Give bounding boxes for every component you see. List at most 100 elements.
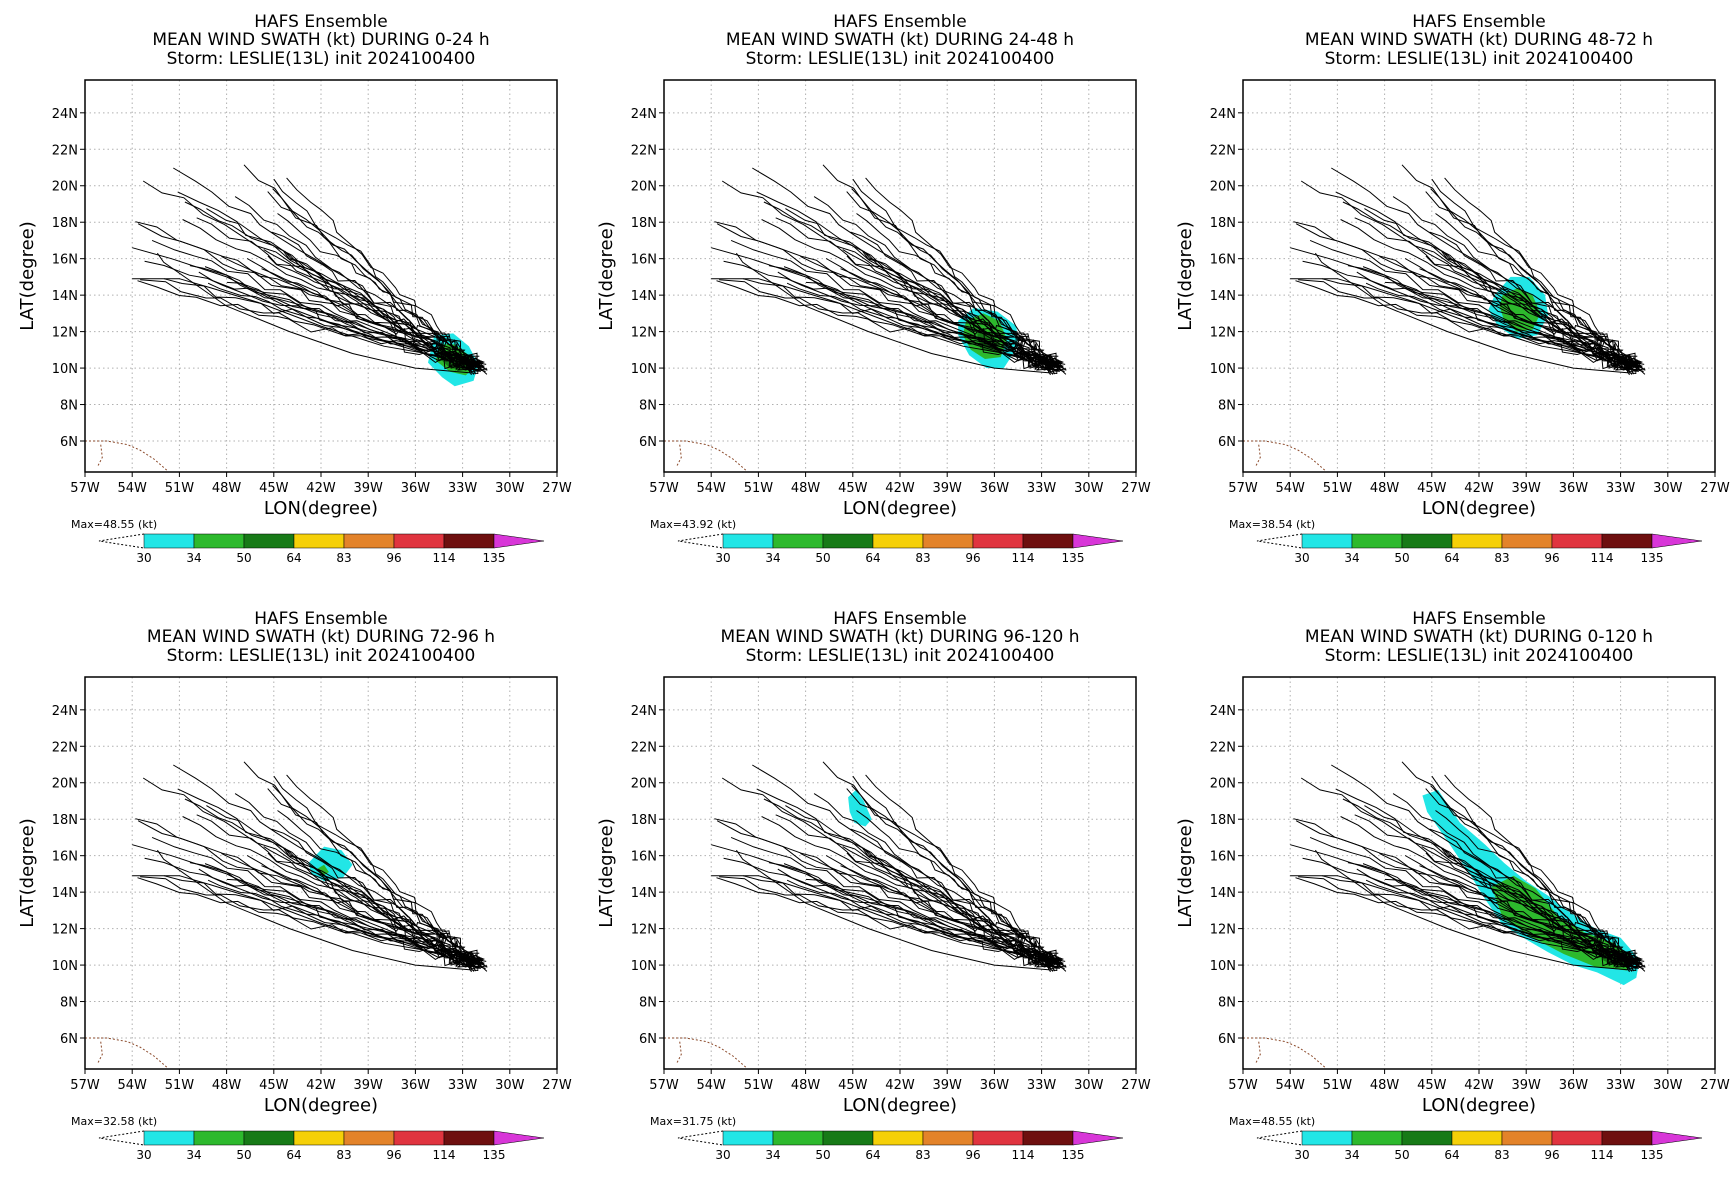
ensemble-track: [263, 249, 484, 366]
ensemble-track: [137, 877, 474, 966]
colorbar-segment: [1551, 533, 1603, 549]
x-tick-label: 36W: [1559, 1078, 1589, 1093]
ensemble-track: [273, 178, 483, 371]
ensemble-track: [813, 793, 1064, 961]
y-tick-label: 10N: [52, 362, 78, 377]
x-tick-label: 33W: [1606, 481, 1636, 496]
colorbar-tick-label: 30: [136, 551, 151, 565]
colorbar-segment: [772, 1130, 824, 1146]
ensemble-track: [1290, 247, 1640, 369]
coastline: [1243, 1037, 1326, 1068]
ensemble-track: [852, 775, 1062, 968]
y-tick-label: 22N: [1210, 740, 1236, 755]
ensemble-track: [800, 852, 1063, 964]
ensemble-track: [716, 280, 1053, 369]
max-wind-label: Max=38.54 (kt): [1229, 518, 1315, 531]
colorbar-tick-label: 135: [483, 551, 506, 565]
y-tick-label: 14N: [631, 886, 657, 901]
ensemble-track: [226, 281, 481, 373]
colorbar-tick-label: 96: [386, 1148, 401, 1162]
x-axis-label: LON(degree): [843, 498, 957, 519]
panel-storm-label: Storm: LESLIE(13L) init 2024100400: [167, 646, 476, 666]
y-tick-label: 6N: [1218, 1032, 1236, 1047]
colorbar-tick-label: 30: [136, 1148, 151, 1162]
colorbar-tick-label: 50: [815, 551, 830, 565]
x-tick-label: 36W: [980, 481, 1010, 496]
ensemble-track: [711, 247, 1061, 369]
ensemble-track: [273, 775, 483, 968]
map-area: [1243, 677, 1715, 1069]
y-tick-label: 14N: [52, 886, 78, 901]
colorbar-segment: [1401, 533, 1453, 549]
x-tick-label: 27W: [1700, 1078, 1730, 1093]
ensemble-track: [1401, 761, 1641, 960]
y-axis-label: LAT(degree): [1175, 818, 1196, 927]
x-tick-label: 57W: [70, 481, 100, 496]
x-tick-label: 39W: [932, 481, 962, 496]
ensemble-track: [234, 196, 485, 364]
ensemble-track: [1440, 249, 1634, 367]
ensemble-track: [243, 164, 483, 363]
ensemble-track: [156, 252, 479, 374]
colorbar-segment: [343, 1130, 395, 1146]
y-tick-label: 14N: [1210, 289, 1236, 304]
colorbar-tick-label: 50: [1394, 1148, 1409, 1162]
colorbar-segment: [872, 1130, 924, 1146]
x-axis-label: LON(degree): [843, 1095, 957, 1116]
colorbar-segment: [243, 1130, 295, 1146]
colorbar-tick-label: 96: [965, 551, 980, 565]
colorbar-over-triangle: [1072, 533, 1124, 549]
y-tick-label: 6N: [60, 435, 78, 450]
colorbar-tick-label: 64: [1444, 1148, 1459, 1162]
ensemble-track: [1430, 785, 1640, 963]
x-tick-label: 27W: [542, 1078, 572, 1093]
colorbar-tick-label: 64: [286, 1148, 301, 1162]
colorbar-segment: [1401, 1130, 1453, 1146]
y-tick-label: 12N: [1210, 326, 1236, 341]
colorbar-segment: [1451, 1130, 1503, 1146]
colorbar-segment: [393, 1130, 445, 1146]
x-tick-label: 51W: [744, 481, 774, 496]
x-tick-label: 54W: [117, 481, 147, 496]
y-tick-label: 10N: [631, 362, 657, 377]
ensemble-track: [132, 278, 487, 365]
ensemble-track: [1421, 846, 1642, 963]
colorbar-tick-label: 83: [915, 1148, 930, 1162]
colorbar-over-triangle: [493, 533, 545, 549]
y-tick-label: 18N: [1210, 813, 1236, 828]
colorbar-tick-label: 30: [1294, 551, 1309, 565]
panel-title: HAFS Ensemble: [833, 609, 966, 629]
ensemble-track: [221, 852, 484, 964]
x-tick-label: 48W: [1370, 1078, 1400, 1093]
colorbar-tick-label: 34: [1344, 551, 1359, 565]
x-tick-label: 36W: [401, 481, 431, 496]
ensemble-track: [282, 846, 476, 964]
y-axis-label: LAT(degree): [1175, 221, 1196, 330]
colorbar-tick-label: 83: [336, 551, 351, 565]
y-tick-label: 14N: [52, 289, 78, 304]
y-tick-label: 24N: [631, 704, 657, 719]
colorbar-under-triangle: [677, 1130, 724, 1146]
ensemble-track: [1379, 255, 1642, 367]
y-tick-label: 20N: [52, 777, 78, 792]
colorbar-tick-label: 50: [236, 1148, 251, 1162]
ensemble-track: [1440, 846, 1634, 964]
ensemble-track: [243, 761, 483, 960]
colorbar-tick-label: 96: [1544, 1148, 1559, 1162]
colorbar-segment: [293, 533, 345, 549]
y-tick-label: 16N: [1210, 850, 1236, 865]
y-tick-label: 24N: [1210, 704, 1236, 719]
ensemble-track: [1365, 282, 1639, 371]
x-tick-label: 45W: [838, 481, 868, 496]
colorbar-tick-label: 96: [965, 1148, 980, 1162]
ensemble-track: [851, 188, 1061, 366]
y-tick-label: 22N: [631, 143, 657, 158]
colorbar-tick-label: 114: [433, 551, 456, 565]
x-tick-label: 30W: [1074, 1078, 1104, 1093]
border-line: [1255, 444, 1261, 467]
colorbar-segment: [822, 1130, 874, 1146]
ensemble-track: [856, 810, 1051, 969]
panel-storm-label: Storm: LESLIE(13L) init 2024100400: [1325, 646, 1634, 666]
x-axis-label: LON(degree): [1422, 1095, 1536, 1116]
ensemble-track: [861, 846, 1055, 964]
